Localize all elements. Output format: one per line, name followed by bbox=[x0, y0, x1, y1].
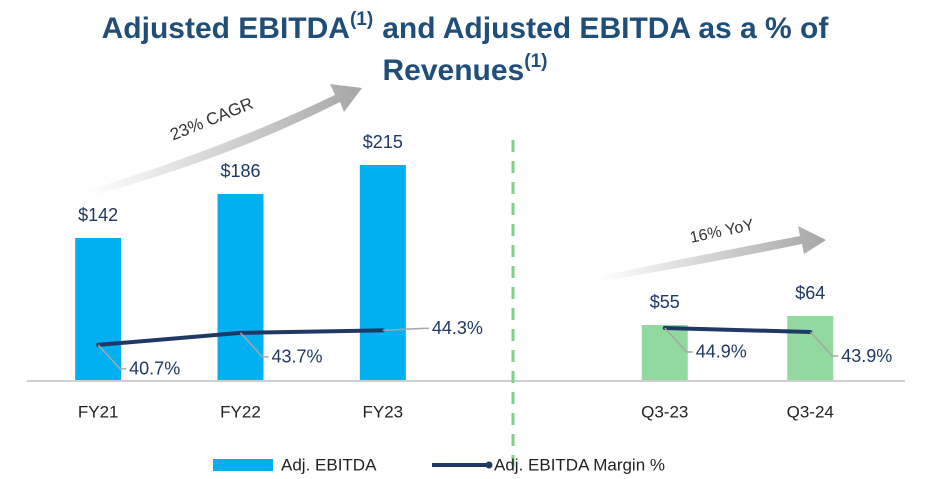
bar bbox=[787, 316, 834, 380]
bar bbox=[75, 238, 122, 380]
x-tick-label: Q3-24 bbox=[787, 402, 834, 421]
growth-arrow bbox=[88, 84, 362, 196]
x-tick-label: Q3-23 bbox=[641, 402, 688, 421]
legend-swatch bbox=[485, 461, 493, 469]
x-tick-label: FY23 bbox=[363, 402, 404, 421]
x-tick-label: FY21 bbox=[78, 402, 119, 421]
data-label: 43.9% bbox=[841, 346, 892, 366]
data-label: $142 bbox=[78, 205, 118, 225]
chart-title: Revenues(1) bbox=[383, 51, 548, 87]
legend-swatch bbox=[213, 459, 273, 471]
data-label: $55 bbox=[650, 292, 680, 312]
bar bbox=[359, 165, 406, 380]
annotation: 16% YoY bbox=[688, 217, 755, 247]
leader-line bbox=[664, 327, 693, 353]
data-label: $215 bbox=[363, 132, 403, 152]
data-label: 44.9% bbox=[696, 342, 747, 362]
data-label: $64 bbox=[795, 283, 825, 303]
leader-line bbox=[97, 344, 127, 370]
legend-label: Adj. EBITDA Margin % bbox=[494, 455, 665, 474]
data-label: $186 bbox=[220, 161, 260, 181]
bar bbox=[641, 325, 688, 380]
leader-line bbox=[809, 331, 839, 357]
margin-line bbox=[662, 325, 813, 335]
data-label: 43.7% bbox=[272, 347, 323, 367]
x-tick-label: FY22 bbox=[220, 402, 261, 421]
leader-line bbox=[239, 332, 269, 358]
growth-arrow bbox=[600, 226, 826, 281]
leader-line bbox=[382, 327, 429, 332]
chart-title: Adjusted EBITDA(1) and Adjusted EBITDA as… bbox=[102, 9, 830, 45]
legend-label: Adj. EBITDA bbox=[281, 455, 377, 474]
data-label: 44.3% bbox=[432, 318, 483, 338]
bar bbox=[217, 194, 264, 380]
data-label: 40.7% bbox=[129, 359, 180, 379]
